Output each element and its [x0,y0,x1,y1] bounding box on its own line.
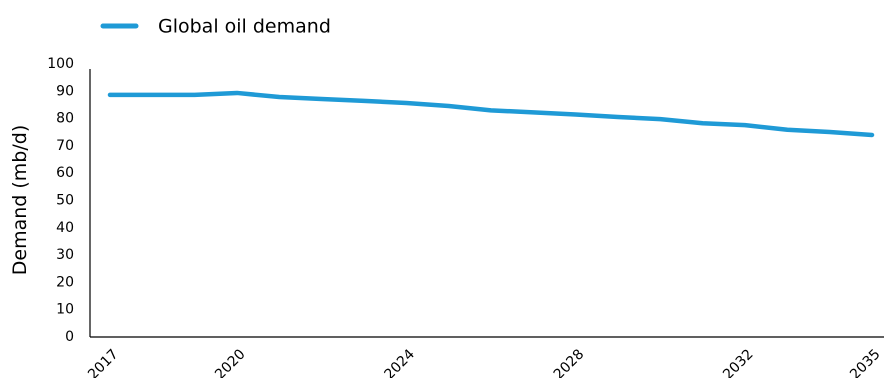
y-tick-label: 20 [56,274,74,290]
x-tick-label: 2032 [720,346,757,378]
y-tick-label: 90 [56,83,74,99]
x-tick-labels: 2017 2020 2024 2028 2032 2035 [85,346,884,378]
x-tick-label: 2035 [847,346,884,378]
series-line-global-oil-demand [107,90,875,138]
y-tick-label: 60 [56,165,74,181]
x-tick-label: 2024 [381,346,418,378]
y-tick-label: 30 [56,247,74,263]
y-tick-labels: 0 10 20 30 40 50 60 70 80 90 100 [47,56,74,345]
y-tick-label: 100 [47,56,74,72]
y-tick-label: 40 [56,220,74,236]
legend: Global oil demand [100,16,331,38]
x-tick-label: 2017 [85,346,122,378]
y-tick-label: 10 [56,302,74,318]
y-tick-label: 50 [56,193,74,209]
y-tick-label: 0 [65,329,74,345]
x-tick-label: 2020 [212,346,249,378]
legend-label-global-oil-demand: Global oil demand [158,16,331,38]
y-axis-title: Demand (mb/d) [9,125,31,275]
x-tick-label: 2028 [551,346,588,378]
series-layer [107,90,875,138]
y-tick-label: 80 [56,111,74,127]
y-tick-label: 70 [56,138,74,154]
